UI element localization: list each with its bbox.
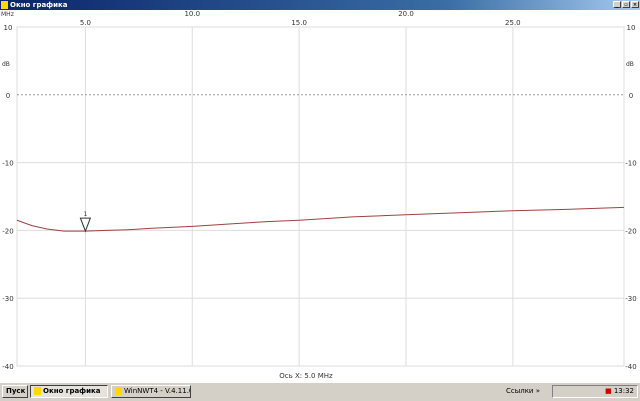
x-tick-label: 20.0 [398, 10, 414, 18]
window-title: Окно графика [10, 1, 68, 9]
taskbar-button-winnwt[interactable]: WinNWT4 - V.4.11.09 - ... [111, 385, 191, 398]
y-tick-label-right: -30 [625, 295, 636, 303]
start-label: Пуск [6, 387, 26, 395]
sweep-chart[interactable]: 5.0 10.0 15.0 20.0 25.0 10 10 0 0 -10 -10 -20 -20 -30… [0, 10, 640, 382]
links-toolbar[interactable]: Ссылки » [505, 387, 540, 395]
y-tick-label-right: 10 [627, 24, 636, 32]
app-icon [1, 1, 8, 9]
system-tray: ■ 13:32 [552, 385, 638, 398]
x-tick-label: 10.0 [184, 10, 200, 18]
y-tick-label-left: -40 [2, 363, 13, 371]
tray-icons[interactable]: ■ [604, 387, 614, 395]
app-icon [115, 387, 122, 395]
y-tick-label-right: 0 [629, 92, 633, 100]
marker-label: 1 [83, 211, 87, 218]
clock: 13:32 [613, 387, 634, 395]
app-icon [34, 387, 41, 395]
y-tick-label-left: 0 [6, 92, 10, 100]
x-unit-label: MHz [1, 11, 14, 18]
y-tick-label-left: -20 [2, 227, 13, 235]
taskbar-label: WinNWT4 - V.4.11.09 - ... [124, 387, 190, 395]
taskbar-button-graph[interactable]: Окно графика [30, 385, 108, 398]
y-tick-label-right: -10 [625, 160, 636, 168]
y-unit-label-left: dB [2, 61, 10, 68]
x-tick-label: 15.0 [291, 19, 307, 27]
status-x-readout: Ось X: 5.0 MHz [279, 372, 333, 380]
close-button[interactable]: × [631, 1, 639, 8]
restore-button[interactable]: ▫ [622, 1, 630, 8]
plot-frame [16, 26, 625, 367]
y-tick-label-left: -30 [2, 295, 13, 303]
taskbar: Пуск Окно графика WinNWT4 - V.4.11.09 - … [0, 382, 640, 401]
y-unit-label-right: dB [626, 61, 634, 68]
minimize-button[interactable]: _ [613, 1, 621, 8]
links-label: Ссылки [505, 387, 534, 395]
start-button[interactable]: Пуск [2, 385, 28, 398]
x-tick-label: 5.0 [80, 19, 91, 27]
y-tick-label-left: 10 [4, 24, 13, 32]
x-tick-label: 25.0 [505, 19, 521, 27]
marker-triangle [79, 217, 92, 233]
y-tick-label-left: -10 [2, 160, 13, 168]
title-bar: Окно графика _ ▫ × [0, 0, 640, 10]
trace-line [16, 206, 625, 232]
y-tick-label-right: -40 [625, 363, 636, 371]
taskbar-label: Окно графика [43, 387, 101, 395]
y-tick-label-right: -20 [625, 227, 636, 235]
